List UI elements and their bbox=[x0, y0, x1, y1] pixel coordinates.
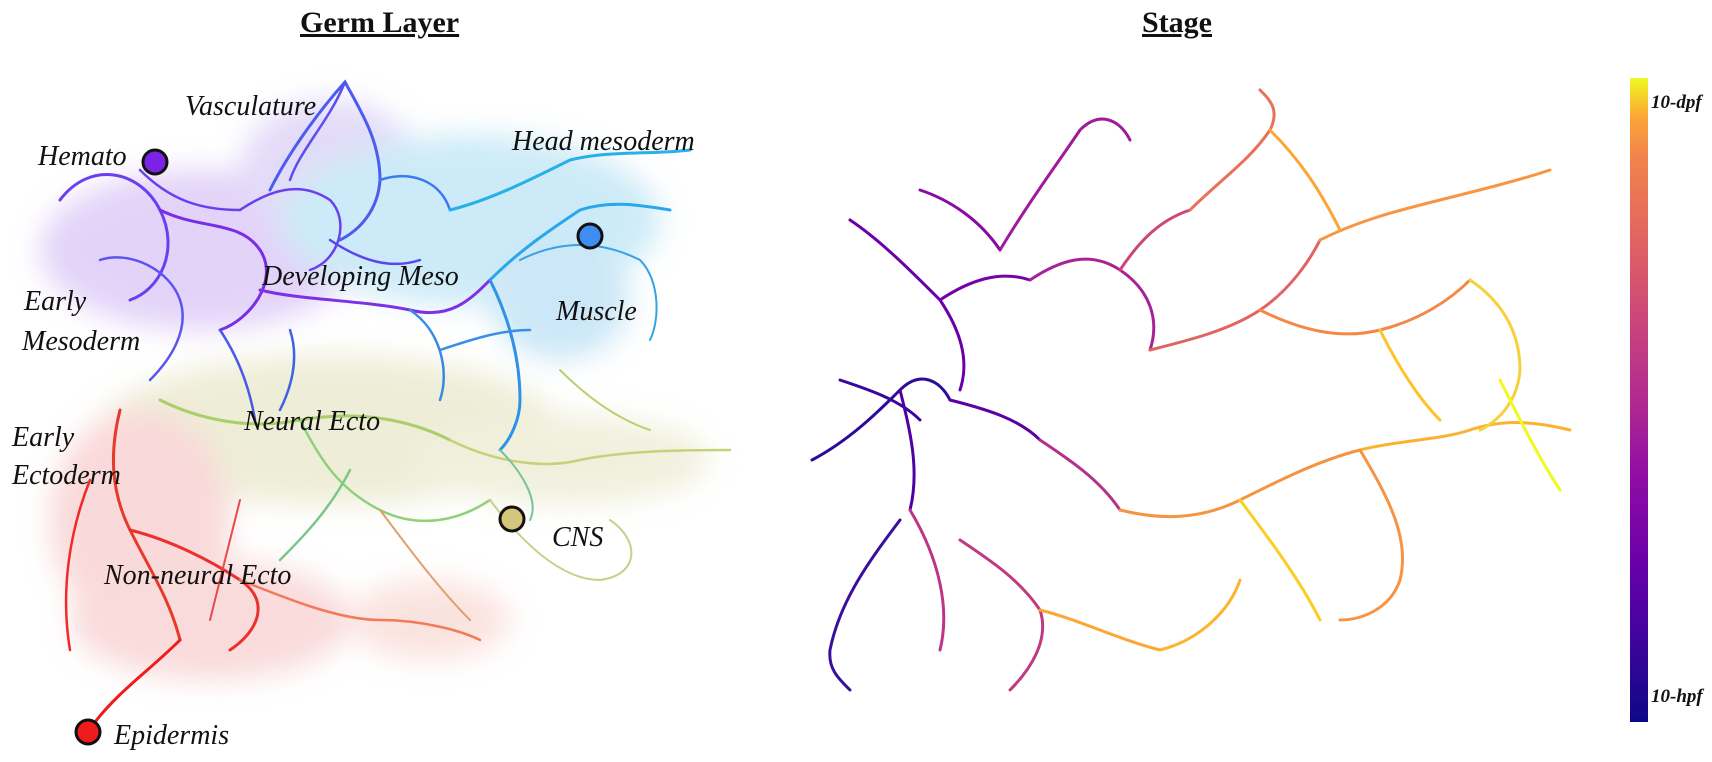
label-early-ectoderm-line2: Ectoderm bbox=[11, 460, 121, 491]
label-muscle: Muscle bbox=[555, 296, 637, 327]
label-hemato: Hemato bbox=[37, 141, 127, 172]
cns-terminal-dot bbox=[498, 505, 526, 533]
colorbar-top-label: 10-dpf bbox=[1651, 92, 1702, 113]
stage-colorbar bbox=[1630, 78, 1648, 722]
label-cns: CNS bbox=[552, 522, 603, 553]
cell-density-clouds bbox=[40, 100, 710, 680]
hemato-terminal-dot bbox=[141, 148, 169, 176]
stage-streamlines bbox=[810, 88, 1572, 692]
muscle-terminal-dot bbox=[576, 222, 604, 250]
streamlines bbox=[58, 79, 732, 724]
label-early-mesoderm-line2: Mesoderm bbox=[21, 326, 140, 357]
stage-diagram bbox=[810, 88, 1572, 692]
germ-layer-diagram: Vasculature Hemato Head mesoderm Develop… bbox=[11, 79, 732, 751]
epidermis-terminal-dot bbox=[74, 718, 102, 746]
label-early-ectoderm-line1: Early bbox=[11, 422, 75, 453]
label-early-mesoderm-line1: Early bbox=[23, 286, 87, 317]
label-vasculature: Vasculature bbox=[185, 91, 316, 122]
colorbar-bottom-label: 10-hpf bbox=[1651, 686, 1703, 707]
stage-title: Stage bbox=[1142, 6, 1212, 39]
label-developing-meso: Developing Meso bbox=[261, 261, 459, 292]
label-non-neural-ecto: Non-neural Ecto bbox=[103, 560, 291, 591]
label-head-mesoderm: Head mesoderm bbox=[511, 126, 695, 157]
label-epidermis: Epidermis bbox=[113, 720, 229, 751]
label-neural-ecto: Neural Ecto bbox=[243, 406, 380, 437]
germ-layer-title: Germ Layer bbox=[300, 6, 460, 39]
